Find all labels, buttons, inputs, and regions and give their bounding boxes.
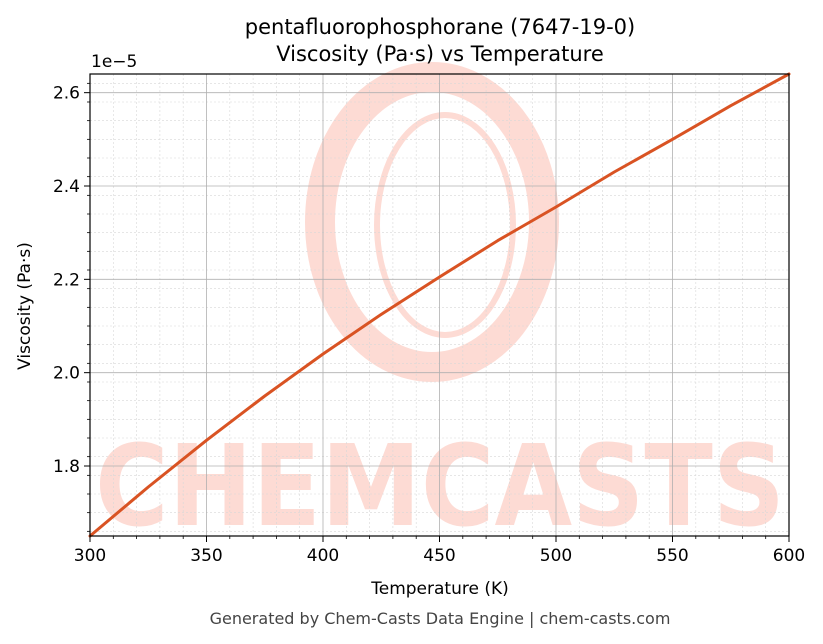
chart-title-line1: pentafluorophosphorane (7647-19-0) bbox=[245, 15, 635, 39]
y-tick-label: 2.0 bbox=[53, 364, 80, 384]
x-tick-label: 400 bbox=[307, 546, 339, 566]
watermark-text: CHEMCASTS bbox=[95, 422, 785, 552]
x-tick-label: 300 bbox=[74, 546, 106, 566]
chart-title-line2: Viscosity (Pa·s) vs Temperature bbox=[276, 42, 604, 66]
x-tick-label: 550 bbox=[656, 546, 688, 566]
y-axis-label: Viscosity (Pa·s) bbox=[15, 242, 35, 370]
major-grid bbox=[89, 74, 790, 536]
y-offset-label: 1e−5 bbox=[91, 52, 137, 72]
x-tick-label: 350 bbox=[190, 546, 222, 566]
y-tick-label: 2.2 bbox=[53, 270, 80, 290]
x-axis-label: Temperature (K) bbox=[370, 579, 509, 599]
footer-credit: Generated by Chem-Casts Data Engine | ch… bbox=[210, 609, 671, 628]
series-layer bbox=[88, 72, 791, 538]
y-tick-label: 2.4 bbox=[53, 177, 80, 197]
x-tick-label: 600 bbox=[773, 546, 805, 566]
watermark-logo bbox=[305, 62, 559, 382]
y-tick-label: 2.6 bbox=[53, 84, 80, 104]
x-axis-ticks: 300 350 400 450 500 550 600 bbox=[74, 536, 805, 566]
x-tick-label: 450 bbox=[423, 546, 455, 566]
y-axis-ticks: 1.8 2.0 2.2 2.4 2.6 bbox=[53, 82, 90, 532]
watermark: CHEMCASTS bbox=[95, 62, 785, 552]
series-line bbox=[88, 72, 791, 538]
y-tick-label: 1.8 bbox=[53, 457, 80, 477]
x-tick-label: 500 bbox=[540, 546, 572, 566]
